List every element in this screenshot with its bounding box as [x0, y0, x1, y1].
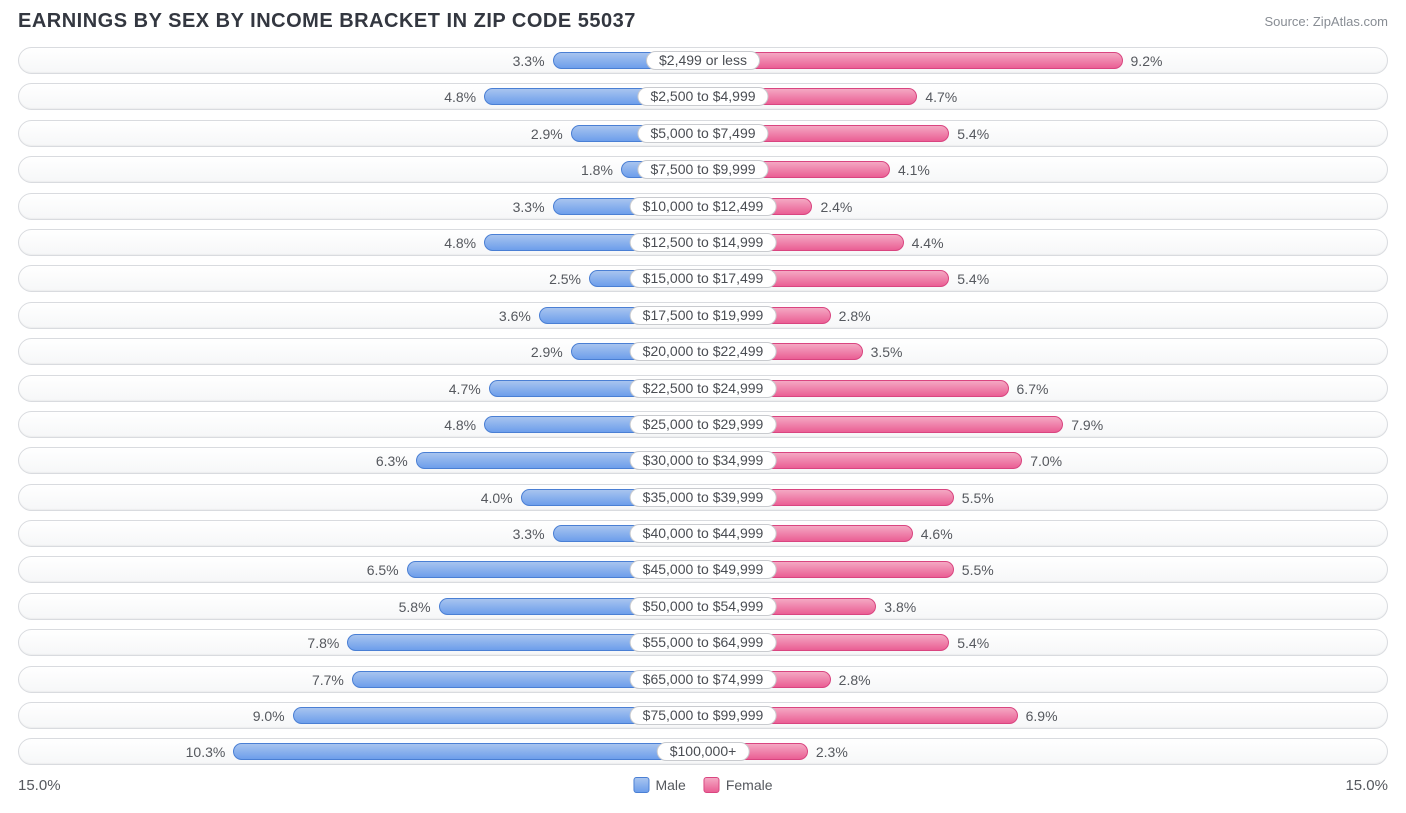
chart-row: 3.3% 9.2% $2,499 or less [18, 47, 1388, 74]
male-value-label: 4.8% [444, 84, 476, 111]
chart-row: 6.3% 7.0% $30,000 to $34,999 [18, 447, 1388, 474]
male-value-label: 9.0% [253, 703, 285, 730]
chart-row: 2.9% 5.4% $5,000 to $7,499 [18, 120, 1388, 147]
chart-row: 9.0% 6.9% $75,000 to $99,999 [18, 702, 1388, 729]
male-value-label: 1.8% [581, 157, 613, 184]
male-value-label: 3.6% [499, 303, 531, 330]
axis-max-right: 15.0% [1345, 777, 1388, 794]
chart-legend: Male Female [633, 777, 772, 793]
chart-row: 4.0% 5.5% $35,000 to $39,999 [18, 484, 1388, 511]
female-value-label: 4.4% [912, 230, 944, 257]
chart-row: 10.3% 2.3% $100,000+ [18, 738, 1388, 765]
chart-row: 3.3% 4.6% $40,000 to $44,999 [18, 520, 1388, 547]
chart-source: Source: ZipAtlas.com [1264, 14, 1388, 29]
male-value-label: 3.3% [513, 194, 545, 221]
chart-row: 4.7% 6.7% $22,500 to $24,999 [18, 375, 1388, 402]
chart-row: 4.8% 4.4% $12,500 to $14,999 [18, 229, 1388, 256]
male-value-label: 2.9% [531, 121, 563, 148]
male-value-label: 7.8% [307, 630, 339, 657]
category-badge: $10,000 to $12,499 [630, 197, 777, 216]
female-value-label: 2.8% [839, 303, 871, 330]
female-value-label: 3.8% [884, 594, 916, 621]
chart-row: 1.8% 4.1% $7,500 to $9,999 [18, 156, 1388, 183]
female-bar [703, 52, 1123, 69]
male-value-label: 4.8% [444, 412, 476, 439]
male-value-label: 3.3% [513, 48, 545, 75]
chart-row: 6.5% 5.5% $45,000 to $49,999 [18, 556, 1388, 583]
female-value-label: 6.7% [1017, 376, 1049, 403]
female-value-label: 5.4% [957, 121, 989, 148]
category-badge: $7,500 to $9,999 [637, 160, 768, 179]
category-badge: $45,000 to $49,999 [630, 560, 777, 579]
female-swatch-icon [704, 777, 720, 793]
legend-item-female: Female [704, 777, 773, 793]
chart-footer: 15.0% Male Female 15.0% [0, 775, 1406, 803]
male-value-label: 7.7% [312, 667, 344, 694]
male-value-label: 4.0% [481, 485, 513, 512]
category-badge: $2,500 to $4,999 [637, 87, 768, 106]
category-badge: $35,000 to $39,999 [630, 488, 777, 507]
male-value-label: 6.3% [376, 448, 408, 475]
legend-label: Male [655, 777, 685, 793]
male-value-label: 4.8% [444, 230, 476, 257]
female-value-label: 2.4% [820, 194, 852, 221]
chart-row: 4.8% 4.7% $2,500 to $4,999 [18, 83, 1388, 110]
category-badge: $30,000 to $34,999 [630, 451, 777, 470]
chart-header: EARNINGS BY SEX BY INCOME BRACKET IN ZIP… [0, 0, 1406, 39]
female-value-label: 9.2% [1131, 48, 1163, 75]
chart-row: 3.3% 2.4% $10,000 to $12,499 [18, 193, 1388, 220]
category-badge: $22,500 to $24,999 [630, 379, 777, 398]
female-value-label: 5.5% [962, 485, 994, 512]
axis-max-left: 15.0% [18, 777, 61, 794]
chart-row: 4.8% 7.9% $25,000 to $29,999 [18, 411, 1388, 438]
category-badge: $50,000 to $54,999 [630, 597, 777, 616]
female-value-label: 2.8% [839, 667, 871, 694]
female-value-label: 2.3% [816, 739, 848, 766]
category-badge: $12,500 to $14,999 [630, 233, 777, 252]
chart-title: EARNINGS BY SEX BY INCOME BRACKET IN ZIP… [18, 10, 636, 33]
chart-row: 2.9% 3.5% $20,000 to $22,499 [18, 338, 1388, 365]
category-badge: $15,000 to $17,499 [630, 269, 777, 288]
category-badge: $75,000 to $99,999 [630, 706, 777, 725]
female-value-label: 5.5% [962, 557, 994, 584]
chart-area: 3.3% 9.2% $2,499 or less 4.8% 4.7% $2,500 to … [0, 39, 1406, 765]
legend-item-male: Male [633, 777, 685, 793]
chart-row: 7.7% 2.8% $65,000 to $74,999 [18, 666, 1388, 693]
chart-row: 2.5% 5.4% $15,000 to $17,499 [18, 265, 1388, 292]
male-value-label: 2.5% [549, 266, 581, 293]
male-swatch-icon [633, 777, 649, 793]
female-value-label: 6.9% [1026, 703, 1058, 730]
chart-row: 3.6% 2.8% $17,500 to $19,999 [18, 302, 1388, 329]
female-value-label: 7.9% [1071, 412, 1103, 439]
category-badge: $2,499 or less [646, 51, 760, 70]
female-value-label: 4.1% [898, 157, 930, 184]
female-value-label: 4.6% [921, 521, 953, 548]
category-badge: $55,000 to $64,999 [630, 633, 777, 652]
female-value-label: 4.7% [925, 84, 957, 111]
category-badge: $5,000 to $7,499 [637, 124, 768, 143]
category-badge: $25,000 to $29,999 [630, 415, 777, 434]
male-value-label: 5.8% [399, 594, 431, 621]
male-value-label: 2.9% [531, 339, 563, 366]
category-badge: $100,000+ [657, 742, 750, 761]
chart-row: 5.8% 3.8% $50,000 to $54,999 [18, 593, 1388, 620]
female-value-label: 5.4% [957, 630, 989, 657]
male-bar [233, 743, 703, 760]
male-value-label: 10.3% [186, 739, 226, 766]
chart-row: 7.8% 5.4% $55,000 to $64,999 [18, 629, 1388, 656]
male-value-label: 6.5% [367, 557, 399, 584]
category-badge: $17,500 to $19,999 [630, 306, 777, 325]
category-badge: $40,000 to $44,999 [630, 524, 777, 543]
female-value-label: 5.4% [957, 266, 989, 293]
category-badge: $20,000 to $22,499 [630, 342, 777, 361]
legend-label: Female [726, 777, 773, 793]
male-value-label: 4.7% [449, 376, 481, 403]
male-value-label: 3.3% [513, 521, 545, 548]
category-badge: $65,000 to $74,999 [630, 670, 777, 689]
female-value-label: 7.0% [1030, 448, 1062, 475]
female-value-label: 3.5% [871, 339, 903, 366]
